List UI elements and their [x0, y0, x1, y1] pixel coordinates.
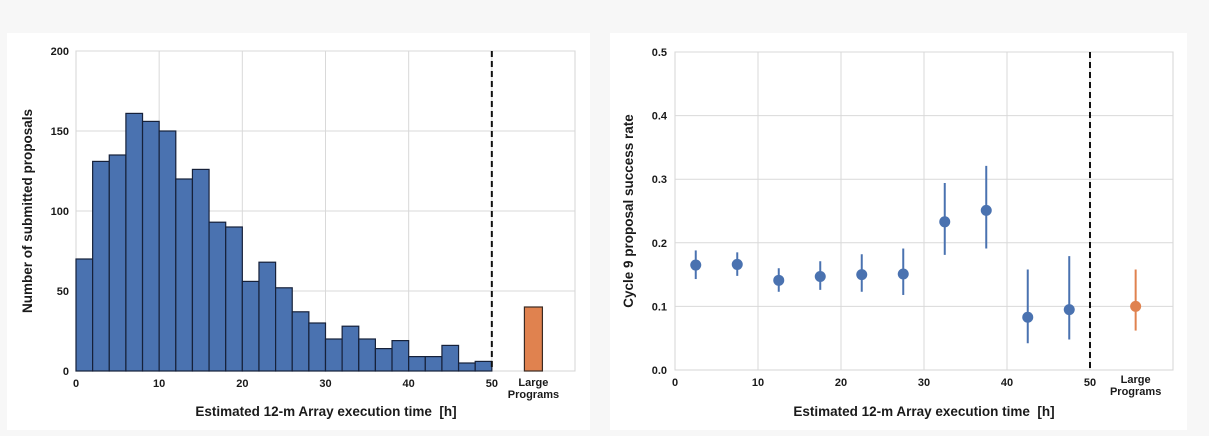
data-point	[1022, 311, 1034, 323]
histogram-bar	[324, 338, 343, 372]
x-tick-label: 40	[1001, 377, 1013, 389]
large-programs-point	[1130, 300, 1142, 312]
histogram-bar	[258, 261, 277, 372]
y-axis-label: Cycle 9 proposal success rate	[621, 114, 636, 308]
large-programs-label-line1: Large	[518, 377, 548, 389]
x-axis-label: Estimated 12-m Array execution time [h]	[793, 404, 1054, 419]
histogram-bar	[225, 226, 243, 372]
grid	[674, 51, 1174, 371]
x-tick-labels: 0 10 20 30 40 50	[73, 378, 498, 390]
histogram-bar	[75, 258, 94, 372]
x-tick-label: 50	[486, 378, 498, 390]
y-tick-labels: 0 50 100 150 200	[51, 46, 69, 378]
y-tick-label: 0.4	[652, 111, 668, 123]
histogram-bar	[241, 280, 260, 372]
histogram-bar	[408, 356, 426, 372]
y-tick-label: 200	[51, 46, 69, 58]
data-point	[773, 274, 785, 286]
data-point	[731, 258, 743, 270]
y-tick-label: 0.1	[652, 301, 667, 313]
large-programs-label-line1: Large	[1121, 374, 1151, 386]
x-tick-label: 50	[1084, 377, 1096, 389]
y-tick-label: 150	[51, 126, 69, 138]
data-point	[690, 259, 702, 271]
histogram-bar	[474, 360, 493, 372]
x-tick-label: 10	[153, 378, 165, 390]
histogram-bar	[275, 287, 293, 372]
errorbar-points	[690, 165, 1075, 344]
histogram-bar	[141, 120, 160, 372]
x-tick-label: 30	[319, 378, 331, 390]
success-rate-chart: 0.0 0.1 0.2 0.3 0.4 0.5 0 10 20 30 40 50 Large Pro…	[621, 47, 1174, 419]
x-tick-label: 10	[752, 377, 764, 389]
y-tick-label: 0.0	[652, 365, 667, 377]
x-axis-label: Estimated 12-m Array execution time [h]	[195, 404, 456, 419]
y-tick-label: 0.5	[652, 47, 667, 59]
x-tick-label: 20	[236, 378, 248, 390]
histogram-bar	[374, 348, 393, 372]
histogram-bar	[158, 130, 177, 372]
y-tick-label: 0.2	[652, 238, 667, 250]
x-tick-labels: 0 10 20 30 40 50	[672, 377, 1096, 389]
data-point	[856, 269, 868, 281]
large-programs-bar-group	[523, 306, 544, 372]
histogram-bar	[424, 356, 443, 372]
histogram-bar	[191, 168, 210, 372]
large-programs-point-group	[1130, 269, 1142, 331]
histogram-bar	[457, 362, 476, 372]
large-programs-label-line2: Programs	[508, 389, 559, 401]
y-tick-label: 100	[51, 206, 69, 218]
histogram-bar	[108, 154, 127, 372]
histogram-bar	[308, 322, 327, 372]
x-tick-label: 0	[672, 377, 678, 389]
large-programs-label-line2: Programs	[1110, 386, 1161, 398]
histogram-bars	[75, 112, 493, 372]
large-programs-bar	[523, 306, 544, 372]
y-tick-labels: 0.0 0.1 0.2 0.3 0.4 0.5	[652, 47, 668, 377]
x-tick-label: 0	[73, 378, 79, 390]
y-axis-label: Number of submitted proposals	[20, 109, 35, 313]
x-tick-label: 20	[835, 377, 847, 389]
histogram-bar	[291, 311, 310, 372]
y-tick-label: 50	[57, 286, 69, 298]
histogram-bar	[125, 112, 144, 372]
data-point	[980, 204, 992, 216]
data-point	[939, 216, 951, 228]
histogram-panel: 0 50 100 150 200 0 10 20 30 40 50 Large Programs …	[7, 33, 590, 430]
success-rate-panel: 0.0 0.1 0.2 0.3 0.4 0.5 0 10 20 30 40 50 Large Pro…	[610, 33, 1187, 430]
histogram-bar	[391, 340, 410, 372]
data-point	[1063, 304, 1075, 316]
histogram-bar	[208, 221, 227, 372]
histogram-bar	[358, 338, 376, 372]
histogram-bar	[341, 325, 360, 372]
y-tick-label: 0.3	[652, 174, 667, 186]
histogram-bar	[92, 160, 110, 372]
y-tick-label: 0	[63, 366, 69, 378]
data-point	[897, 268, 909, 280]
data-point	[814, 271, 826, 283]
histogram-bar	[441, 344, 460, 372]
x-tick-label: 40	[403, 378, 415, 390]
x-tick-label: 30	[918, 377, 930, 389]
histogram-bar	[175, 178, 194, 372]
